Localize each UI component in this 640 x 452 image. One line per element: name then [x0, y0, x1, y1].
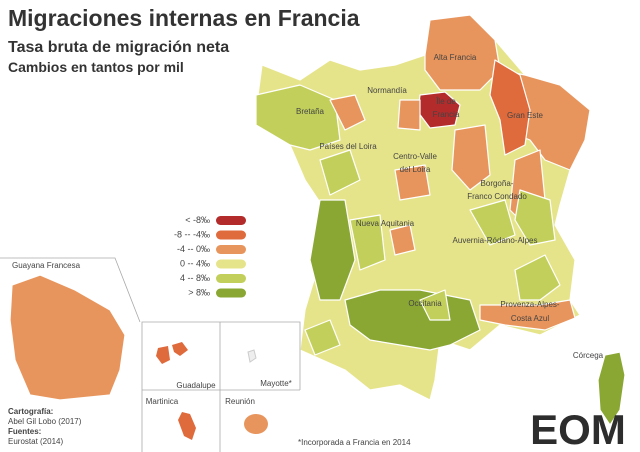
inset-border: [0, 257, 141, 323]
subtitle: Cambios en tantos por mil: [8, 59, 184, 75]
legend-swatch: [216, 259, 246, 269]
legend-swatch: [216, 230, 246, 240]
region-shape: [319, 149, 361, 196]
region-label: Costa Azul: [511, 314, 549, 323]
legend-label: < -8‰: [185, 215, 210, 225]
region-shape: [255, 84, 341, 151]
region-shape: [397, 99, 421, 131]
legend-label: -4 -- 0‰: [177, 244, 210, 254]
legend-label: 0 -- 4‰: [180, 259, 210, 269]
logo: EOM: [530, 406, 626, 452]
region-label: Alta Francia: [434, 53, 477, 62]
region-label: Centro-Valle: [393, 152, 437, 161]
overseas-label: Guayana Francesa: [12, 261, 81, 270]
region-shape: [172, 342, 188, 356]
legend-label: -8 -- -4‰: [174, 230, 210, 240]
region-shape: [9, 274, 126, 401]
region-label: Córcega: [573, 351, 604, 360]
region-shape: [247, 349, 257, 363]
region-label: Bretaña: [296, 107, 325, 116]
region-shape: [178, 412, 196, 440]
credit: Cartografía:: [8, 407, 53, 416]
legend: < -8‰ -8 -- -4‰ -4 -- 0‰ 0 -- 4‰ 4 -- 8‰ > 8‰: [174, 215, 246, 298]
region-shape: [419, 289, 451, 321]
overseas-label: Mayotte*: [260, 379, 292, 388]
region-shape: [156, 346, 170, 364]
credit: Fuentes:: [8, 427, 41, 436]
region-label: Occitania: [408, 299, 442, 308]
region-shape: [489, 59, 531, 156]
region-shape: [244, 414, 268, 434]
region-label: Gran Este: [507, 111, 544, 120]
legend-label: > 8‰: [188, 288, 210, 298]
region-shape: [329, 94, 366, 131]
footnote: *Incorporada a Francia en 2014: [298, 438, 411, 447]
region-shape: [309, 199, 356, 301]
region-label: Borgoña-: [481, 179, 514, 188]
region-label: Provenza-Alpes-: [500, 300, 559, 309]
overseas-label: Guadalupe: [176, 381, 216, 390]
region-label: Países del Loira: [319, 142, 377, 151]
region-label: Normandía: [367, 86, 407, 95]
region-shape: [514, 189, 556, 246]
legend-swatch: [216, 216, 246, 225]
region-label: Île de: [435, 97, 456, 106]
overseas-label: Martinica: [146, 397, 179, 406]
subtitle: Tasa bruta de migración neta: [8, 39, 229, 56]
region-shape: [597, 351, 626, 426]
region-labels: Alta Francia Normandía Île de Francia Br…: [12, 53, 604, 406]
credit: Eurostat (2014): [8, 437, 63, 446]
legend-swatch: [216, 288, 246, 298]
credit: Abel Gil Lobo (2017): [8, 417, 82, 426]
legend-swatch: [216, 274, 246, 283]
france-map: [255, 14, 626, 426]
region-label: del Loira: [400, 165, 431, 174]
region-shape: [394, 164, 431, 201]
region-label: Auvernia-Ródano-Alpes: [453, 236, 538, 245]
region-shape: [451, 124, 491, 191]
region-shape: [469, 199, 516, 246]
title: Migraciones internas en Francia: [8, 5, 360, 31]
region-shape: [349, 214, 386, 271]
inset-border: [141, 321, 301, 452]
region-label: Nueva Aquitania: [356, 219, 415, 228]
region-shape: [389, 224, 416, 256]
legend-swatch: [216, 245, 246, 254]
region-label: Francia: [433, 110, 460, 119]
legend-label: 4 -- 8‰: [180, 273, 210, 283]
region-label: Franco Condado: [467, 192, 527, 201]
region-shape: [304, 319, 341, 356]
region-shape: [514, 254, 561, 301]
overseas-label: Reunión: [225, 397, 255, 406]
overseas-insets: [0, 257, 301, 452]
region-shape: [479, 299, 576, 331]
